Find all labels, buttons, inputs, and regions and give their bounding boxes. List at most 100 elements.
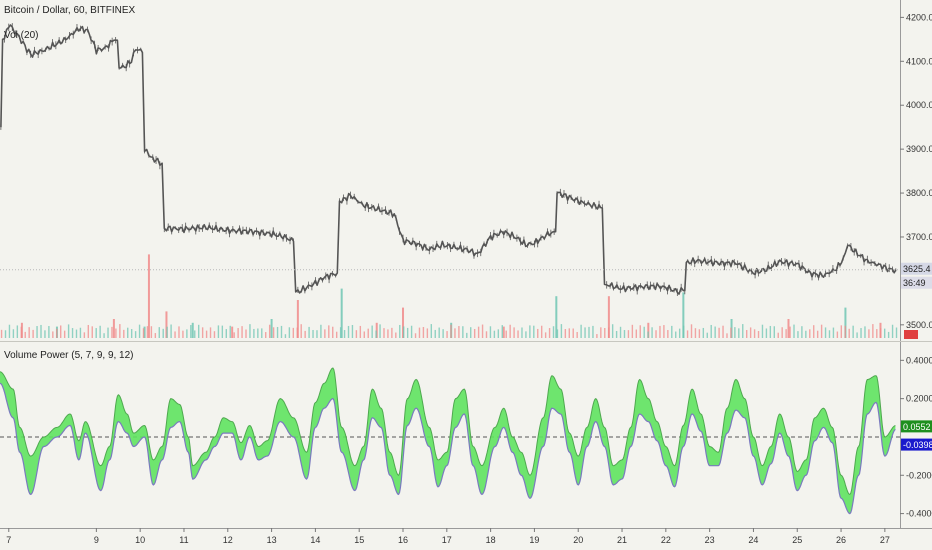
volume-bar <box>706 332 708 338</box>
x-tick-label: 9 <box>94 535 99 545</box>
volume-bar <box>363 331 365 338</box>
volume-bar <box>107 327 109 338</box>
volume-bar <box>83 332 86 338</box>
volume-bar <box>229 325 231 338</box>
volume-bar <box>584 327 586 338</box>
volume-bar <box>130 329 133 338</box>
volume-bar <box>147 254 150 338</box>
volume-bar <box>548 328 551 338</box>
volume-bar <box>671 325 673 338</box>
price-line <box>0 24 897 295</box>
volume-bar <box>395 332 397 338</box>
x-tick-label: 16 <box>398 535 408 545</box>
volume-bar <box>529 325 531 338</box>
price-candles <box>0 23 900 296</box>
x-tick-label: 24 <box>748 535 758 545</box>
volume-bar <box>738 328 740 338</box>
volume-bar <box>48 326 50 338</box>
volume-bar <box>718 327 720 338</box>
volume-bar <box>470 327 472 338</box>
volume-bar <box>434 329 436 338</box>
volume-bar <box>655 330 657 338</box>
last-price-tag: 3625.4 <box>903 264 931 274</box>
volume-bar <box>241 326 243 338</box>
volume-bar <box>191 322 194 338</box>
volume-bar <box>844 325 846 338</box>
volume-bar <box>517 330 519 338</box>
volume-bar <box>722 325 724 338</box>
volume-bar <box>856 332 858 338</box>
volume-bar <box>308 326 310 338</box>
volume-bar <box>726 333 728 338</box>
volume-bar <box>430 324 433 338</box>
volume-bar <box>615 330 618 338</box>
volume-bar <box>880 328 882 338</box>
volume-bar <box>686 330 689 338</box>
volume-bar <box>828 330 831 338</box>
volume-bar <box>730 327 732 338</box>
volume-bar <box>0 329 3 338</box>
osc-tick-label: 0.4000 <box>906 355 932 365</box>
volume-bar <box>272 327 275 338</box>
x-tick-label: 15 <box>354 535 364 545</box>
price-tick-label: 4200.0 <box>906 12 932 22</box>
volume-bar <box>253 328 255 338</box>
volume-bar <box>194 330 196 338</box>
volume-bar <box>631 324 634 338</box>
volume-bar <box>296 327 298 338</box>
volume-bar <box>745 330 748 338</box>
volume-bar <box>872 324 874 338</box>
volume-bar <box>402 307 405 338</box>
volume-bar <box>40 324 42 338</box>
volume-bar <box>785 329 787 338</box>
volume-bar <box>383 328 385 338</box>
volume-bar <box>158 327 160 338</box>
volume-bar <box>91 326 93 338</box>
volume-bar <box>8 324 11 338</box>
volume-bar <box>292 327 295 338</box>
volume-bar <box>438 327 440 338</box>
volume-bar <box>876 329 878 338</box>
volume-bar <box>588 326 590 338</box>
volume-bar <box>627 330 630 338</box>
volume-bar <box>749 327 752 338</box>
indicator-label: Volume Power (5, 7, 9, 9, 12) <box>4 350 134 361</box>
x-tick-label: 10 <box>135 535 145 545</box>
slow-line <box>0 382 896 515</box>
volume-bar <box>71 328 74 338</box>
volume-bar <box>276 326 279 338</box>
volume-bar <box>165 311 168 338</box>
volume-bar <box>497 329 500 338</box>
volume-bar <box>24 331 26 338</box>
osc-tick-label: -0.2000 <box>906 470 932 480</box>
volume-bar <box>103 333 105 338</box>
fast-value-tag: 0.0552 <box>903 422 931 432</box>
x-tick-label: 25 <box>792 535 802 545</box>
volume-bar <box>623 330 626 338</box>
price-tick-label: 4100.0 <box>906 56 932 66</box>
volume-bar <box>150 326 153 338</box>
volume-bar <box>860 328 862 338</box>
x-tick-label: 12 <box>223 535 233 545</box>
volume-bar <box>564 329 567 338</box>
slow-value-tag: -0.0398 <box>903 440 932 450</box>
volume-bar <box>328 325 330 338</box>
volume-bar <box>79 327 82 338</box>
volume-bar <box>477 326 480 338</box>
volume-bar <box>607 296 610 338</box>
volume-bar <box>288 327 291 338</box>
volume-bar <box>690 324 693 338</box>
x-tick-label: 19 <box>529 535 539 545</box>
price-tick-label: 3800.0 <box>906 188 932 198</box>
x-tick-label: 7 <box>6 535 11 545</box>
volume-bar <box>261 328 263 338</box>
volume-bar <box>174 331 176 338</box>
volume-bar <box>233 332 235 338</box>
volume-bar <box>552 326 555 338</box>
volume-bar <box>217 325 220 338</box>
volume-bar <box>332 326 334 338</box>
x-tick-label: 20 <box>573 535 583 545</box>
volume-bar <box>769 325 772 338</box>
volume-bar <box>296 300 299 338</box>
volume-bar <box>765 328 768 338</box>
